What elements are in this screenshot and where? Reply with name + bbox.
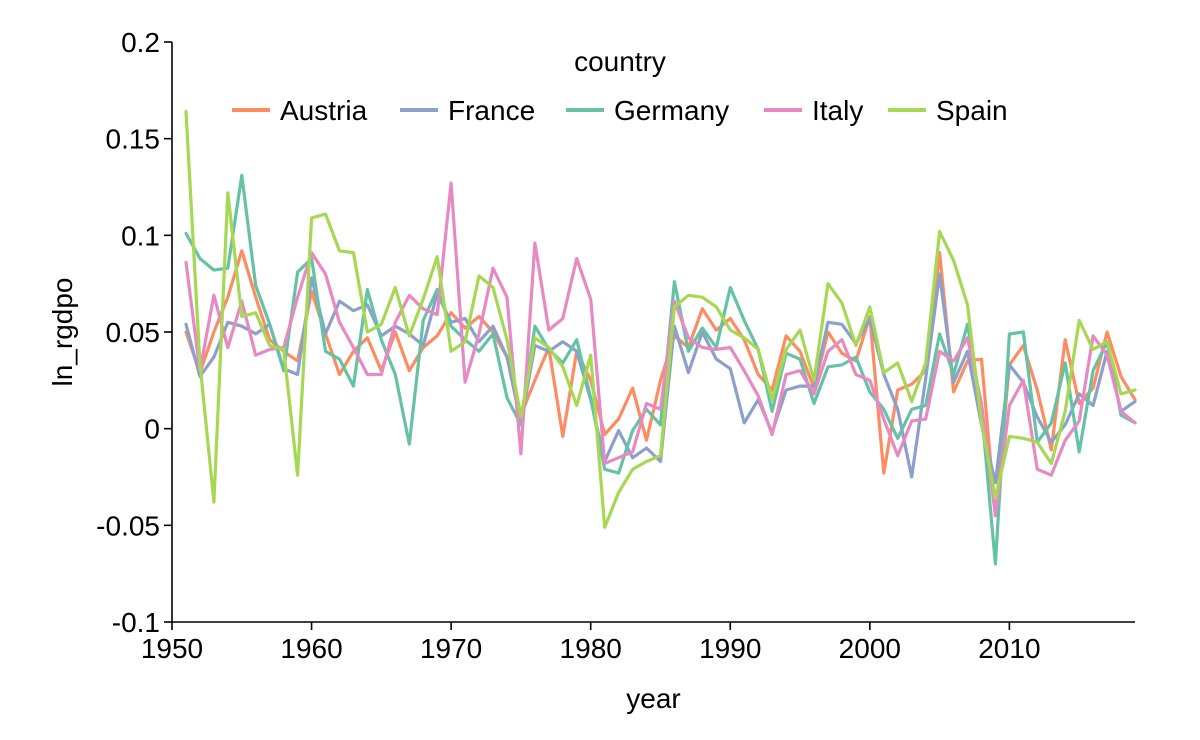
y-tick-label: 0 bbox=[144, 414, 160, 445]
x-tick-label: 1970 bbox=[420, 633, 482, 664]
y-tick-label: 0.15 bbox=[106, 124, 161, 155]
legend-label-spain: Spain bbox=[936, 95, 1008, 126]
axes: -0.1 -0.05 0 0.05 0.1 0.15 0.2 1950 1960 1970 198… bbox=[96, 27, 1135, 664]
x-tick-label: 1950 bbox=[141, 633, 203, 664]
y-tick-label: -0.1 bbox=[112, 607, 160, 638]
legend-label-italy: Italy bbox=[812, 95, 863, 126]
legend-label-germany: Germany bbox=[614, 95, 729, 126]
series-lines bbox=[184, 109, 1137, 566]
series-line-france bbox=[184, 272, 1137, 485]
y-axis-ticks: -0.1 -0.05 0 0.05 0.1 0.15 0.2 bbox=[96, 27, 172, 638]
legend: country Austria France Germany Italy Spain bbox=[232, 46, 1008, 126]
y-tick-label: -0.05 bbox=[96, 510, 160, 541]
x-tick-label: 1980 bbox=[560, 633, 622, 664]
legend-label-france: France bbox=[448, 95, 535, 126]
legend-label-austria: Austria bbox=[280, 95, 368, 126]
y-axis-title: ln_rgdpo bbox=[47, 278, 78, 387]
legend-items: Austria France Germany Italy Spain bbox=[232, 95, 1008, 126]
series-line-spain bbox=[184, 109, 1137, 529]
y-tick-label: 0.05 bbox=[106, 317, 161, 348]
x-tick-label: 1990 bbox=[699, 633, 761, 664]
x-tick-label: 2000 bbox=[839, 633, 901, 664]
legend-title: country bbox=[574, 46, 666, 77]
x-tick-label: 1960 bbox=[280, 633, 342, 664]
x-axis-ticks: 1950 1960 1970 1980 1990 2000 2010 bbox=[141, 622, 1041, 664]
x-tick-label: 2010 bbox=[978, 633, 1040, 664]
y-tick-label: 0.1 bbox=[121, 220, 160, 251]
y-tick-label: 0.2 bbox=[121, 27, 160, 58]
x-axis-title: year bbox=[626, 683, 680, 714]
